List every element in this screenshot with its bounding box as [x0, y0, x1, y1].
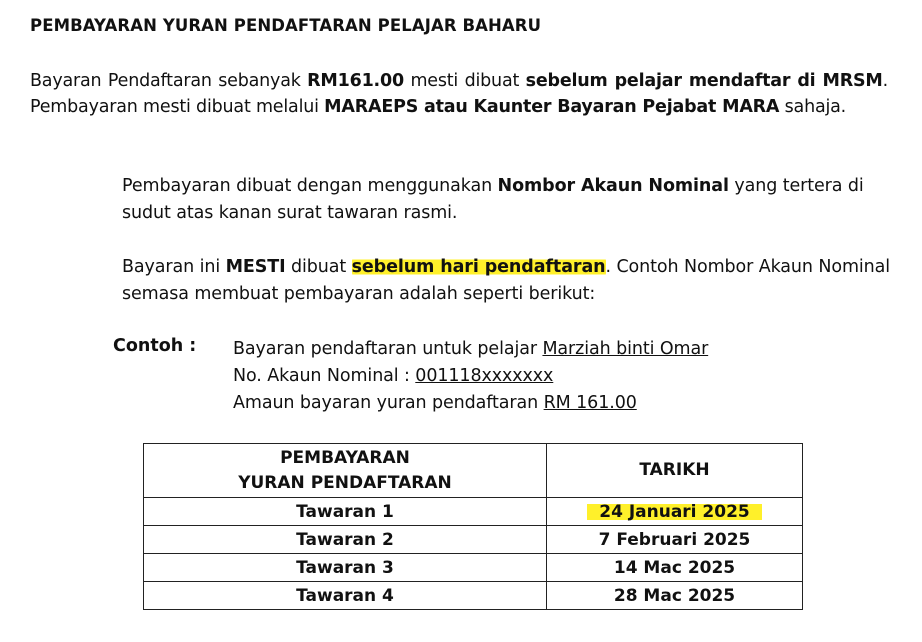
page-title: PEMBAYARAN YURAN PENDAFTARAN PELAJAR BAH… [30, 16, 542, 35]
deadline-paragraph: Bayaran ini MESTI dibuat sebelum hari pe… [122, 257, 891, 304]
highlighted-date: 24 Januari 2025 [587, 501, 762, 522]
table-row: Tawaran 4 28 Mac 2025 [143, 581, 803, 610]
header-payment: PEMBAYARAN YURAN PENDAFTARAN [143, 443, 547, 498]
payment-paragraph: Bayaran Pendaftaran sebanyak RM161.00 me… [30, 71, 888, 117]
example-account: No. Akaun Nominal : 001118xxxxxxx [233, 366, 554, 386]
example-block: Bayaran pendaftaran untuk pelajar Marzia… [233, 336, 708, 417]
example-amount: Amaun bayaran yuran pendaftaran RM 161.0… [233, 393, 637, 413]
table-row: Tawaran 1 24 Januari 2025 [143, 497, 803, 526]
payment-dates-table: PEMBAYARAN YURAN PENDAFTARAN TARIKH Tawar… [143, 443, 803, 610]
header-date: TARIKH [546, 443, 803, 498]
example-label: Contoh : [113, 336, 197, 356]
example-student: Bayaran pendaftaran untuk pelajar Marzia… [233, 339, 709, 359]
table-header-row: PEMBAYARAN YURAN PENDAFTARAN TARIKH [143, 443, 803, 498]
highlighted-deadline: sebelum hari pendaftaran [351, 257, 606, 277]
table-row: Tawaran 3 14 Mac 2025 [143, 553, 803, 582]
account-paragraph: Pembayaran dibuat dengan menggunakan Nom… [122, 176, 864, 223]
